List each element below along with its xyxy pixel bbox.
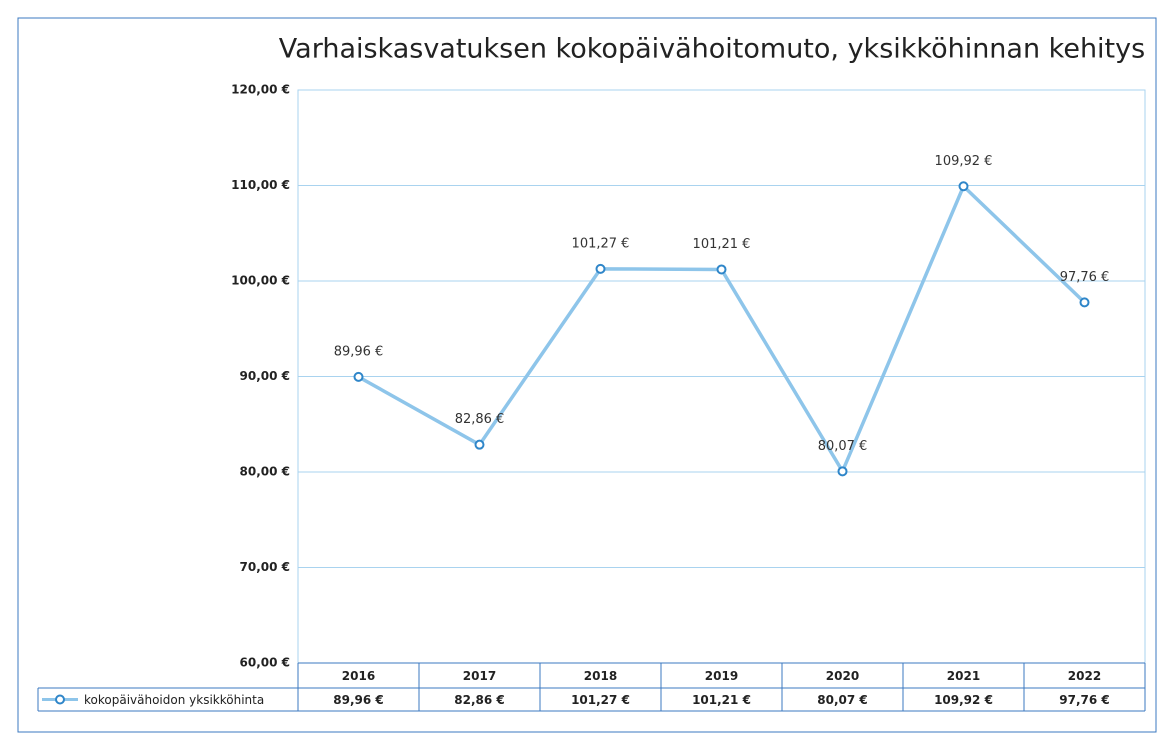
data-label: 82,86 € [455,412,505,427]
marker [716,264,727,275]
legend-label: kokopäivähoidon yksikköhinta [84,693,264,707]
table-header: 2022 [1068,669,1101,683]
y-tick-label: 120,00 € [231,83,290,97]
legend-marker [55,694,65,705]
y-tick-label: 70,00 € [240,560,290,574]
data-label: 101,27 € [572,236,630,251]
table-value: 101,21 € [692,693,751,707]
table-value: 82,86 € [454,693,504,707]
table-value: 97,76 € [1059,693,1109,707]
y-tick-label: 100,00 € [231,274,290,288]
table-value: 101,27 € [571,693,630,707]
data-label: 97,76 € [1060,270,1110,285]
table-header: 2020 [826,669,859,683]
data-label: 101,21 € [693,237,751,252]
data-label: 109,92 € [935,154,993,169]
chart-frame [17,17,1157,733]
table-header: 2018 [584,669,617,683]
table-value: 80,07 € [817,693,867,707]
table-header: 2021 [947,669,980,683]
y-tick-label: 90,00 € [240,369,290,383]
table-value: 89,96 € [333,693,383,707]
y-tick-label: 80,00 € [240,465,290,479]
data-label: 80,07 € [818,439,868,454]
marker [595,263,606,274]
marker [474,439,485,450]
marker [353,371,364,382]
table-header: 2016 [342,669,375,683]
marker [958,181,969,192]
y-tick-label: 110,00 € [231,178,290,192]
y-tick-label: 60,00 € [240,656,290,670]
table-value: 109,92 € [934,693,993,707]
table-header: 2019 [705,669,738,683]
chart-title: Varhaiskasvatuksen kokopäivähoitomuto, y… [279,34,1145,65]
marker [837,466,848,477]
marker [1079,297,1090,308]
table-header: 2017 [463,669,496,683]
data-label: 89,96 € [334,344,384,359]
